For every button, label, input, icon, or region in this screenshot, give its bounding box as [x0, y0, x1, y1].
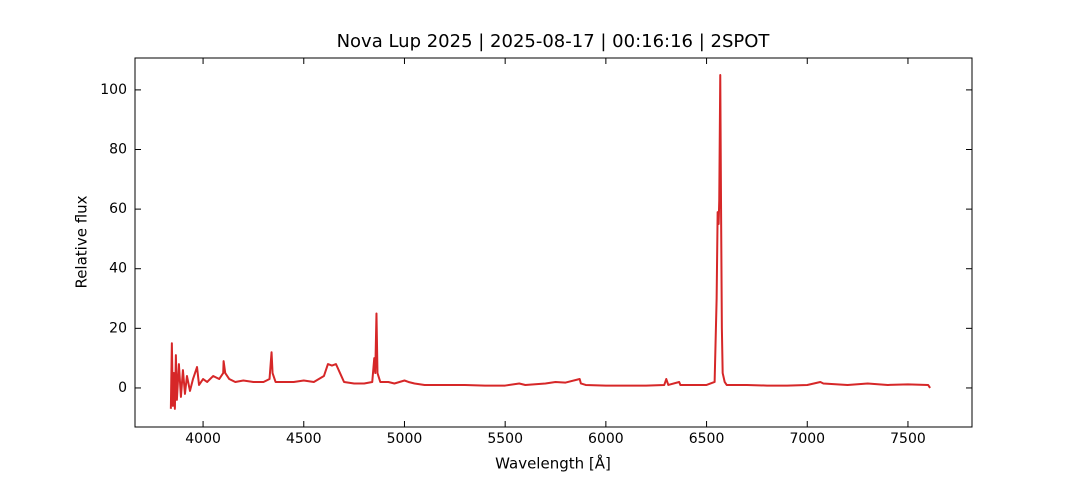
x-tick-label: 7500: [890, 431, 926, 447]
x-tick-label: 6500: [689, 431, 725, 447]
x-tick-label: 4500: [286, 431, 322, 447]
x-tick-label: 5500: [487, 431, 523, 447]
y-tick-label: 60: [109, 201, 127, 217]
x-tick-label: 4000: [185, 431, 221, 447]
y-tick-label: 80: [109, 142, 127, 158]
spectrum-line: [169, 73, 931, 410]
x-tick-label: 5000: [387, 431, 423, 447]
plot-frame: [134, 57, 973, 428]
x-tick-label: 7000: [789, 431, 825, 447]
y-tick-label: 40: [109, 261, 127, 277]
y-tick-label: 0: [118, 380, 127, 396]
y-tick-label: 20: [109, 320, 127, 336]
y-tick-label: 100: [100, 82, 127, 98]
x-axis-label: Wavelength [Å]: [495, 454, 611, 473]
y-axis-label: Relative flux: [73, 195, 91, 288]
x-tick-label: 6000: [588, 431, 624, 447]
chart-title: Nova Lup 2025 | 2025-08-17 | 00:16:16 | …: [337, 31, 771, 52]
